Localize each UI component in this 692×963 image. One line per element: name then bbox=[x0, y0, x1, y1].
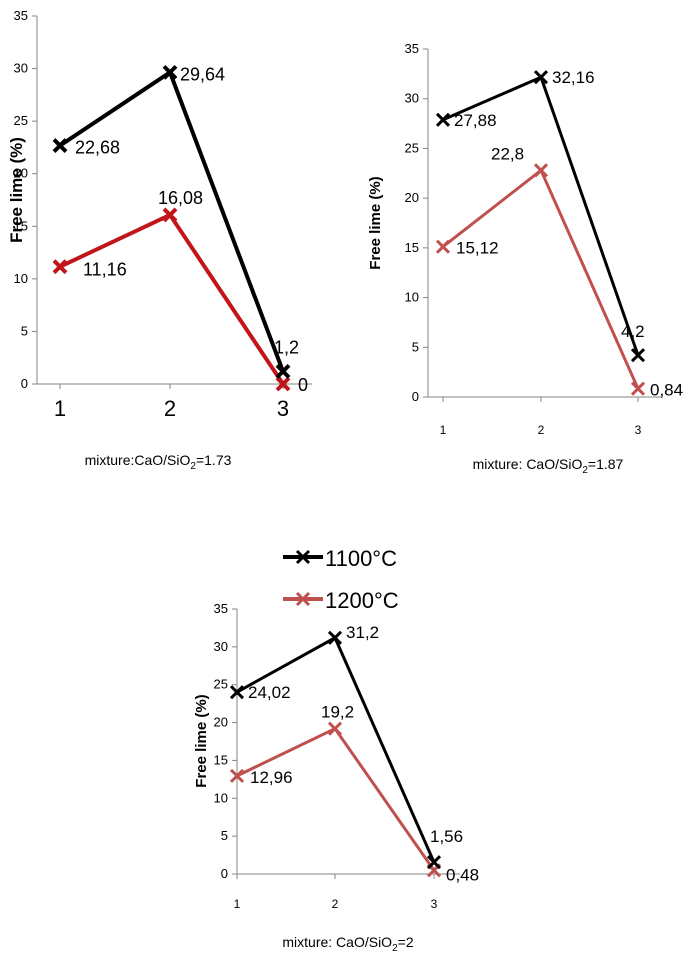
point-s1200-3 bbox=[630, 381, 646, 396]
y-axis-title: Free lime (%) bbox=[193, 694, 210, 787]
x-tick-label: 1 bbox=[54, 396, 66, 421]
point-s1200-2 bbox=[327, 721, 343, 736]
x-axis-title: mixture: CaO/SiO2=2 bbox=[282, 934, 413, 954]
y-tick-label: 35 bbox=[405, 41, 419, 56]
y-tick-label: 25 bbox=[214, 677, 228, 692]
series-line-s1200 bbox=[236, 726, 436, 872]
point-s1100-1 bbox=[229, 685, 245, 700]
data-label-s1200-2: 22,8 bbox=[491, 144, 524, 163]
y-tick-label: 10 bbox=[405, 290, 419, 305]
point-s1200-2 bbox=[162, 207, 178, 223]
chart-mixture-1-73: 0 5 10 15 20 25 30 35 1 2 3 22,68 29,64 1,2 11,16 16,08… bbox=[7, 8, 312, 472]
x-axis-title: mixture:CaO/SiO2=1.73 bbox=[85, 452, 232, 472]
y-tick-label: 5 bbox=[221, 828, 228, 843]
y-tick-label: 5 bbox=[21, 323, 28, 338]
y-tick-label: 25 bbox=[405, 140, 419, 155]
y-tick-label: 5 bbox=[412, 339, 419, 354]
data-label-s1200-2: 19,2 bbox=[321, 703, 354, 722]
y-tick-label: 0 bbox=[412, 389, 419, 404]
data-label-s1100-1: 27,88 bbox=[454, 111, 497, 130]
point-s1200-1 bbox=[435, 239, 451, 254]
y-tick-label: 35 bbox=[14, 8, 28, 23]
data-label-s1200-3: 0,84 bbox=[650, 381, 683, 400]
y-tick-label: 30 bbox=[214, 639, 228, 654]
point-s1100-3 bbox=[630, 348, 646, 363]
y-tick-label: 15 bbox=[405, 240, 419, 255]
data-label-s1200-3: 0 bbox=[298, 375, 308, 395]
data-label-s1200-3: 0,48 bbox=[446, 865, 479, 884]
x-tick-label: 2 bbox=[538, 423, 545, 437]
x-tick-label: 2 bbox=[164, 396, 176, 421]
x-tick-label: 1 bbox=[234, 897, 241, 911]
data-label-s1200-2: 16,08 bbox=[158, 188, 203, 208]
y-axis-title: Free lime (%) bbox=[7, 137, 26, 243]
x-tick-label: 2 bbox=[332, 897, 339, 911]
point-s1100-2 bbox=[533, 70, 549, 85]
y-tick-label: 15 bbox=[214, 752, 228, 767]
y-tick-label: 30 bbox=[405, 91, 419, 106]
point-s1100-2 bbox=[327, 630, 343, 645]
y-tick-label: 0 bbox=[21, 376, 28, 391]
data-label-s1100-1: 22,68 bbox=[75, 138, 120, 158]
point-s1100-3 bbox=[275, 363, 291, 379]
legend: 1100°C 1200°C bbox=[283, 546, 399, 613]
point-s1200-2 bbox=[533, 163, 549, 178]
y-tick-label: 0 bbox=[221, 866, 228, 881]
data-label-s1100-1: 24,02 bbox=[248, 683, 291, 702]
point-s1100-1 bbox=[52, 138, 68, 153]
legend-label-1200: 1200°C bbox=[325, 588, 399, 613]
data-label-s1100-3: 4,2 bbox=[621, 322, 645, 341]
point-s1100-2 bbox=[162, 64, 178, 80]
legend-marker-1200 bbox=[295, 591, 311, 607]
y-tick-label: 20 bbox=[14, 166, 28, 181]
y-tick-label: 20 bbox=[405, 190, 419, 205]
point-s1200-3 bbox=[275, 376, 291, 392]
x-tick-label: 3 bbox=[277, 396, 289, 421]
data-label-s1200-1: 12,96 bbox=[250, 768, 293, 787]
chart-mixture-2: 0 5 10 15 20 25 30 35 1 2 3 24,02 31,2 1,56 12,96 19,2 0… bbox=[193, 601, 479, 954]
series-line-s1200 bbox=[59, 212, 285, 386]
chart-mixture-1-87: 0 5 10 15 20 25 30 35 1 2 3 27,88 32,16 4,2 15,12 22,8 0… bbox=[367, 41, 683, 476]
data-label-s1100-2: 31,2 bbox=[346, 623, 379, 642]
y-axis-title: Free lime (%) bbox=[367, 176, 384, 269]
x-tick-label: 1 bbox=[440, 423, 447, 437]
data-label-s1100-2: 32,16 bbox=[552, 68, 595, 87]
legend-label-1100: 1100°C bbox=[325, 546, 397, 571]
data-label-s1200-1: 15,12 bbox=[456, 239, 499, 258]
x-tick-label: 3 bbox=[635, 423, 642, 437]
data-label-s1100-2: 29,64 bbox=[180, 64, 225, 84]
y-tick-label: 10 bbox=[214, 790, 228, 805]
series-line-s1100 bbox=[58, 69, 285, 373]
point-s1100-3 bbox=[426, 855, 442, 870]
data-label-s1100-3: 1,56 bbox=[430, 827, 463, 846]
y-tick-label: 30 bbox=[14, 61, 28, 76]
y-tick-label: 10 bbox=[14, 271, 28, 286]
y-tick-label: 15 bbox=[14, 218, 28, 233]
x-tick-label: 3 bbox=[431, 897, 438, 911]
data-label-s1200-1: 11,16 bbox=[83, 260, 127, 280]
series-line-s1200 bbox=[442, 167, 640, 390]
y-tick-label: 35 bbox=[214, 601, 228, 616]
y-tick-label: 20 bbox=[214, 715, 228, 730]
data-label-s1100-3: 1,2 bbox=[274, 337, 299, 357]
legend-marker-1100 bbox=[295, 549, 311, 565]
y-tick-label: 25 bbox=[14, 113, 28, 128]
point-s1200-1 bbox=[229, 768, 245, 783]
point-s1100-1 bbox=[435, 112, 451, 127]
x-axis-title: mixture: CaO/SiO2=1.87 bbox=[473, 456, 624, 476]
point-s1200-1 bbox=[52, 259, 68, 275]
